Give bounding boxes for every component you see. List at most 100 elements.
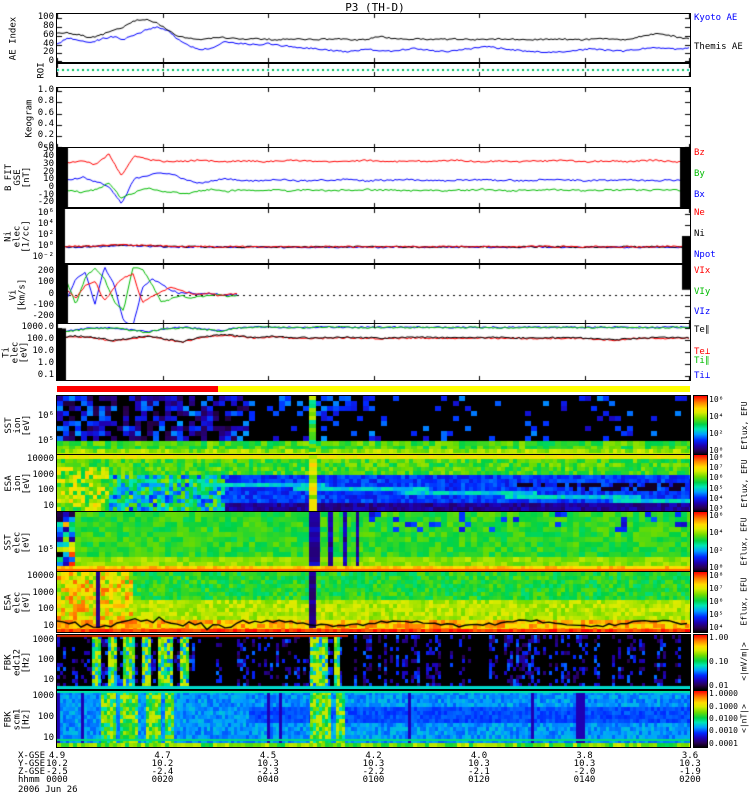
colorbar-unit-esa_elec: Eflux, EFU (739, 577, 749, 626)
colorbar-unit-sst_elec: Eflux, EFU (739, 517, 749, 566)
ytick-label-fbk_edc12: 10 (43, 675, 54, 685)
colorbar-tick-fbk_scm1: 0.0001 (709, 738, 738, 748)
legend-ti-2: Ti∥ (694, 355, 710, 366)
colorbar-sst_elec (693, 511, 708, 573)
colorbar-fbk_scm1 (693, 690, 708, 748)
colorbar-tick-sst_elec: 10⁶ (709, 510, 724, 520)
ytick-label-ae: 60 (43, 29, 54, 40)
panel-frame-ti (56, 323, 691, 381)
ytick-label-ni: 10² (37, 230, 54, 240)
ytick-label-ni: 10⁻² (32, 251, 54, 262)
ytick-label-fbk_scm1: 10 (43, 732, 54, 743)
date-label: 2006 Jun 26 (18, 785, 78, 795)
ytick-label-keogram: 0.0 (37, 140, 54, 151)
ytick-label-vi: -200 (32, 311, 54, 322)
panel-canvas-ni (57, 209, 690, 263)
ytick-label-vi: -100 (32, 299, 54, 310)
page-title: P3 (TH-D) (345, 1, 405, 14)
panel-frame-fbk_edc12 (56, 634, 691, 690)
colorbar-tick-fbk_scm1: 0.0100 (709, 714, 738, 723)
ytick-label-vi: 100 (37, 277, 54, 288)
ytick-label-fbk_edc12: 1000 (32, 635, 54, 645)
ytick-label-keogram: 1.0 (37, 85, 54, 96)
colorbar-tick-sst_ion: 10⁴ (709, 411, 724, 421)
panel-canvas-fbk_edc12 (57, 635, 690, 689)
time-axis-column-5: 3.8 10.3 -2.0 0140 (573, 751, 596, 785)
legend-ae-1: Themis AE (694, 41, 743, 52)
colorbar-sst_ion (693, 395, 708, 456)
legend-ni-1: Ni (694, 228, 705, 239)
ytick-label-ae: 100 (37, 12, 54, 23)
colorbar-tick-esa_ion: 10⁶ (709, 473, 724, 483)
colorbar-tick-sst_elec: 10⁴ (709, 528, 724, 538)
panel-canvas-sst_elec (57, 512, 690, 572)
ytick-label-ti: 100.0 (26, 333, 54, 344)
ytick-label-ae: 0 (48, 56, 54, 66)
ytick-label-ae: 40 (43, 38, 54, 49)
panel-canvas-sst_ion (57, 396, 690, 455)
colorbar-tick-esa_elec: 10⁸ (709, 570, 724, 580)
ytick-label-sst_ion: 10⁵ (37, 436, 54, 447)
legend-vi-2: VIz (694, 307, 711, 318)
ytick-label-ae: 20 (43, 47, 54, 58)
colorbar-fbk_edc12 (693, 634, 708, 690)
panel-canvas-ti (57, 324, 690, 380)
time-axis-column-2: 4.5 10.3 -2.3 0040 (257, 751, 279, 785)
panel-canvas-esa_ion (57, 455, 690, 512)
legend-vi-1: VIy (694, 287, 711, 298)
time-axis-column-0: 4.9 10.2 -2.5 0000 (46, 751, 68, 785)
legend-ti-3: Ti⊥ (694, 370, 711, 381)
colorbar-tick-fbk_edc12: 1.00 (709, 633, 729, 643)
ytick-label-ti: 0.1 (37, 370, 54, 381)
colorbar-tick-sst_ion: 10² (709, 429, 724, 439)
ytick-label-bfit: -20 (37, 197, 54, 208)
colorbar-tick-esa_ion: 10³ (709, 503, 724, 513)
panel-canvas-fbk_scm1 (57, 691, 690, 747)
ytick-label-ni: 10⁰ (37, 240, 54, 251)
panel-canvas-bfit (57, 148, 690, 207)
ytick-label-esa_elec: 100 (37, 604, 54, 615)
colorbar-esa_ion (693, 454, 708, 513)
ytick-label-ni: 10⁴ (37, 219, 54, 230)
legend-ti-1: Te⊥ (694, 347, 711, 357)
time-axis-column-4: 4.0 10.3 -2.1 0120 (468, 751, 490, 785)
ytick-label-esa_ion: 100 (37, 485, 54, 496)
colorbar-tick-esa_elec: 10⁴ (709, 623, 724, 633)
panel-frame-esa_elec (56, 571, 691, 633)
colorbar-tick-sst_ion: 10⁰ (709, 446, 724, 456)
roi-bar-red-segment (57, 386, 218, 392)
ytick-label-bfit: 0 (48, 181, 54, 192)
colorbar-esa_elec (693, 571, 708, 633)
colorbar-tick-fbk_scm1: 0.1000 (709, 701, 738, 711)
panel-canvas-esa_elec (57, 572, 690, 632)
ytick-label-sst_elec: 10⁵ (37, 545, 54, 555)
colorbar-tick-esa_ion: 10⁸ (709, 453, 724, 463)
ytick-label-esa_ion: 1000 (32, 469, 54, 480)
legend-ni-0: Ne (694, 207, 705, 218)
colorbar-unit-esa_ion: Eflux, EFU (739, 458, 749, 508)
ytick-label-sst_ion: 10⁶ (37, 410, 54, 421)
ytick-label-keogram: 0.6 (37, 107, 54, 118)
ytick-label-bfit: 50 (43, 143, 54, 154)
ytick-label-esa_elec: 1000 (32, 587, 54, 598)
ytick-label-bfit: 20 (43, 166, 54, 177)
colorbar-tick-sst_elec: 10² (709, 545, 724, 555)
time-axis-column-6: 3.6 10.3 -1.9 0200 (679, 751, 701, 785)
roi-bar-yellow-segment (218, 386, 690, 392)
ytick-label-keogram: 0.4 (37, 118, 54, 129)
time-axis-column-3: 4.2 10.3 -2.2 0100 (362, 751, 385, 785)
ytick-label-ti: 1000.0 (21, 321, 54, 332)
ytick-label-vi: 200 (37, 265, 54, 276)
legend-bfit-1: By (694, 168, 705, 179)
colorbar-tick-fbk_edc12: 0.10 (709, 657, 729, 666)
ytick-label-fbk_scm1: 1000 (32, 691, 54, 702)
ytick-label-bfit: -10 (37, 189, 54, 200)
ytick-label-ae: 80 (43, 21, 54, 32)
colorbar-unit-fbk_edc12: <|mV/m|> (739, 642, 749, 681)
legend-ae-0: Kyoto AE (694, 12, 738, 23)
colorbar-tick-esa_ion: 10⁷ (709, 463, 724, 473)
ytick-label-keogram: 0.2 (37, 129, 54, 140)
ytick-label-bfit: 40 (43, 151, 54, 162)
panel-canvas-ae (57, 14, 690, 62)
